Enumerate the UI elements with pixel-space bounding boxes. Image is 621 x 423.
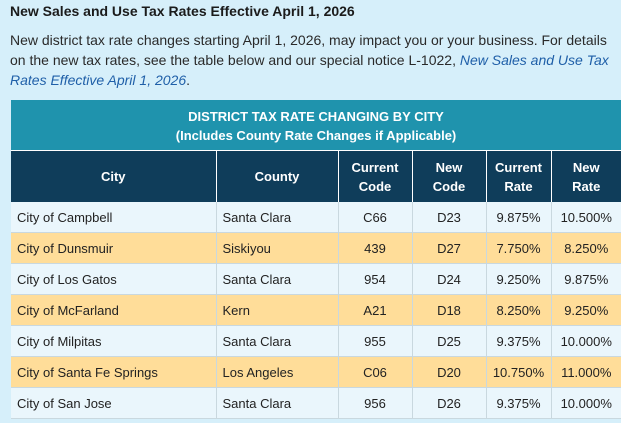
cell-city: City of Santa Fe Springs — [11, 356, 217, 388]
cell-county: Siskiyou — [216, 232, 339, 264]
cell-city: City of Los Gatos — [11, 263, 217, 295]
table-title: DISTRICT TAX RATE CHANGING BY CITY — [188, 109, 444, 124]
cell-current-code: 439 — [338, 232, 413, 264]
cell-new-rate: 9.250% — [551, 294, 621, 326]
cell-current-rate: 9.875% — [486, 202, 552, 233]
tax-rate-table-container: DISTRICT TAX RATE CHANGING BY CITY (Incl… — [11, 100, 621, 419]
special-notice-link[interactable]: New Sales and Use Tax Rates Effective Ap… — [10, 52, 609, 88]
table-row: City of Santa Fe Springs Los Angeles C06… — [11, 356, 621, 388]
cell-current-rate: 9.375% — [486, 325, 552, 357]
cell-county: Kern — [216, 294, 339, 326]
cell-city: City of Dunsmuir — [11, 232, 217, 264]
table-row: City of Campbell Santa Clara C66 D23 9.8… — [11, 202, 621, 233]
cell-current-code: A21 — [338, 294, 413, 326]
tax-rate-table: City County Current Code New Code Current R… — [11, 150, 621, 419]
header-new-code: New Code — [412, 150, 487, 202]
cell-city: City of Campbell — [11, 202, 217, 233]
cell-current-code: 955 — [338, 325, 413, 357]
cell-current-rate: 10.750% — [486, 356, 552, 388]
cell-new-code: D27 — [412, 232, 487, 264]
header-current-code: Current Code — [338, 150, 413, 202]
table-row: City of Los Gatos Santa Clara 954 D24 9.… — [11, 263, 621, 295]
cell-county: Santa Clara — [216, 263, 339, 295]
cell-new-rate: 10.000% — [551, 387, 621, 419]
header-new-rate: New Rate — [551, 150, 621, 202]
table-title-banner: DISTRICT TAX RATE CHANGING BY CITY (Incl… — [11, 100, 621, 150]
cell-current-rate: 8.250% — [486, 294, 552, 326]
cell-county: Santa Clara — [216, 387, 339, 419]
header-current-rate: Current Rate — [486, 150, 552, 202]
intro-text: New district tax rate changes starting A… — [10, 32, 607, 68]
page-heading: New Sales and Use Tax Rates Effective Ap… — [10, 3, 355, 19]
intro-end: . — [186, 72, 191, 88]
cell-county: Santa Clara — [216, 202, 339, 233]
cell-current-rate: 9.375% — [486, 387, 552, 419]
cell-county: Los Angeles — [216, 356, 339, 388]
cell-city: City of San Jose — [11, 387, 217, 419]
table-subtitle: (Includes County Rate Changes if Applica… — [175, 128, 457, 143]
cell-new-rate: 11.000% — [551, 356, 621, 388]
cell-current-code: 956 — [338, 387, 413, 419]
table-row: City of Dunsmuir Siskiyou 439 D27 7.750%… — [11, 232, 621, 264]
cell-city: City of Milpitas — [11, 325, 217, 357]
cell-new-rate: 9.875% — [551, 263, 621, 295]
cell-county: Santa Clara — [216, 325, 339, 357]
cell-new-rate: 10.000% — [551, 325, 621, 357]
cell-city: City of McFarland — [11, 294, 217, 326]
cell-new-rate: 8.250% — [551, 232, 621, 264]
cell-current-code: C66 — [338, 202, 413, 233]
cell-new-code: D24 — [412, 263, 487, 295]
cell-current-code: 954 — [338, 263, 413, 295]
cell-current-code: C06 — [338, 356, 413, 388]
table-header-row: City County Current Code New Code Current R… — [11, 150, 621, 202]
table-row: City of San Jose Santa Clara 956 D26 9.3… — [11, 387, 621, 419]
intro-paragraph: New district tax rate changes starting A… — [10, 30, 614, 90]
cell-current-rate: 7.750% — [486, 232, 552, 264]
cell-new-rate: 10.500% — [551, 202, 621, 233]
header-county: County — [216, 150, 339, 202]
cell-new-code: D26 — [412, 387, 487, 419]
table-row: City of Milpitas Santa Clara 955 D25 9.3… — [11, 325, 621, 357]
cell-new-code: D23 — [412, 202, 487, 233]
header-city: City — [11, 150, 217, 202]
cell-new-code: D18 — [412, 294, 487, 326]
cell-current-rate: 9.250% — [486, 263, 552, 295]
table-row: City of McFarland Kern A21 D18 8.250% 9.… — [11, 294, 621, 326]
cell-new-code: D20 — [412, 356, 487, 388]
cell-new-code: D25 — [412, 325, 487, 357]
